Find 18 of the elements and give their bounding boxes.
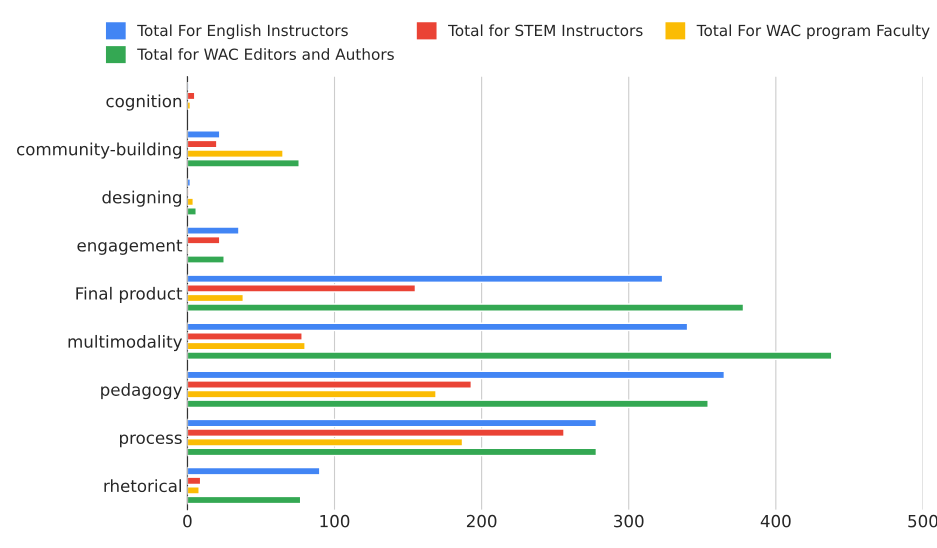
y-tick-label: Final product (76, 286, 182, 303)
x-tick-label: 400 (760, 514, 791, 528)
x-tick-label: 300 (614, 514, 644, 528)
x-tick-label: 0 (183, 514, 192, 528)
y-tick-label: cognition (106, 94, 182, 111)
x-tick-label: 100 (320, 514, 350, 528)
y-tick-label: rhetorical (104, 479, 181, 492)
legend-label: Total For English Instructors (137, 24, 348, 40)
y-tick-label: designing (102, 190, 182, 207)
y-tick-label: process (120, 434, 182, 448)
legend-label: Total For WAC program Faculty (696, 24, 930, 40)
y-tick-label: community-building (16, 142, 182, 159)
legend-label: Total for STEM Instructors (448, 24, 643, 36)
y-tick-label: multimodality (68, 334, 182, 352)
y-tick-label: engagement (77, 240, 182, 255)
y-tick-label: pedagogy (101, 383, 182, 400)
legend-label: Total for WAC Editors and Authors (137, 48, 394, 60)
x-tick-label: 200 (466, 514, 496, 528)
